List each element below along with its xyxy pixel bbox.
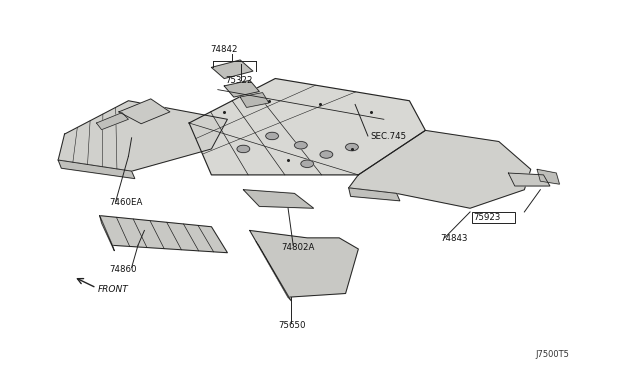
Text: 75923: 75923 [473,213,500,222]
Polygon shape [537,169,559,184]
Circle shape [237,145,250,153]
Circle shape [346,143,358,151]
Polygon shape [256,241,291,301]
Polygon shape [58,101,227,171]
Text: 75322: 75322 [225,76,253,85]
Polygon shape [240,93,269,108]
Polygon shape [211,60,253,78]
Text: 7460EA: 7460EA [109,198,143,206]
Polygon shape [243,190,314,208]
Polygon shape [250,231,358,297]
Polygon shape [58,160,135,179]
Polygon shape [189,78,426,175]
Text: 74843: 74843 [440,234,468,243]
Text: FRONT: FRONT [98,285,129,294]
Circle shape [266,132,278,140]
Text: SEC.745: SEC.745 [371,132,406,141]
Polygon shape [349,131,531,208]
Circle shape [301,160,314,167]
Polygon shape [100,216,227,253]
Polygon shape [97,113,129,130]
Polygon shape [349,188,400,201]
Polygon shape [100,216,115,251]
Circle shape [320,151,333,158]
Polygon shape [508,173,550,186]
Bar [472,212,515,223]
Polygon shape [224,80,259,97]
Text: 74842: 74842 [210,45,237,54]
Text: 74860: 74860 [109,265,137,274]
Text: 74802A: 74802A [282,243,315,252]
Text: 75650: 75650 [278,321,306,330]
Circle shape [294,141,307,149]
Polygon shape [119,99,170,124]
Text: J7500T5: J7500T5 [536,350,570,359]
